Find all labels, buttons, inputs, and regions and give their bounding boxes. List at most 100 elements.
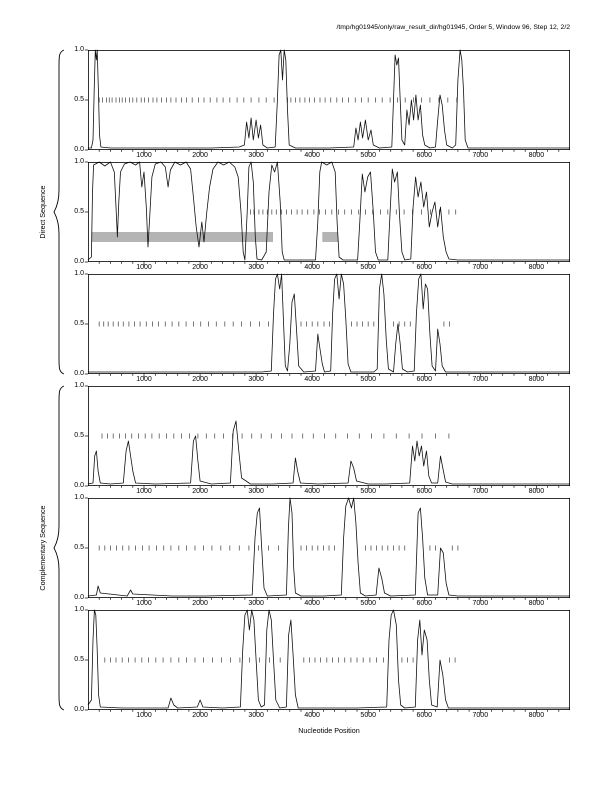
x-tick-label: 5000	[360, 712, 376, 719]
direct-sequence-label: Direct Sequence	[38, 185, 47, 239]
x-tick-label: 4000	[304, 712, 320, 719]
panel-frame	[88, 50, 571, 150]
y-tick-label: 1.0	[74, 494, 84, 501]
x-tick-label: 3000	[248, 152, 264, 159]
y-tick-label: 0.0	[74, 594, 84, 601]
x-tick-label: 3000	[248, 712, 264, 719]
probability-curve	[87, 161, 570, 261]
brace-path	[53, 385, 65, 711]
x-tick-label: 7000	[472, 600, 489, 607]
y-tick-label: 0.5	[74, 96, 84, 103]
x-tick-label: 6000	[416, 488, 433, 495]
panel-5: 1.0 0.5 0.0 1000 2000 3000 4000 5000 6000 7000 800…	[74, 494, 571, 607]
panel-frame	[88, 386, 571, 486]
x-tick-label: 1000	[136, 712, 152, 719]
x-tick-label: 2000	[192, 152, 208, 159]
panel-frame	[88, 498, 571, 598]
x-tick-label: 4000	[304, 264, 320, 271]
x-tick-label: 1000	[136, 488, 152, 495]
x-tick-label: 3000	[248, 488, 264, 495]
x-tick-label: 4000	[304, 152, 320, 159]
chart-title: /tmp/hg01945/only/raw_result_dir/hg01945…	[336, 24, 570, 31]
y-tick-label: 0.0	[74, 370, 84, 377]
y-tick-label: 1.0	[74, 46, 84, 53]
x-tick-label: 3000	[248, 376, 264, 383]
probability-curve	[87, 420, 570, 485]
x-tick-label: 6000	[416, 712, 433, 719]
x-tick-label: 7000	[472, 152, 489, 159]
x-axis-title: Nucleotide Position	[298, 726, 360, 735]
x-tick-label: 4000	[304, 488, 320, 495]
x-tick-label: 2000	[192, 600, 208, 607]
plot-svg-complementary-frame-3	[84, 609, 571, 714]
probability-curve	[87, 609, 570, 709]
y-tick-label: 0.5	[74, 320, 84, 327]
y-tick-label: 0.0	[74, 258, 84, 265]
x-tick-label: 2000	[192, 376, 208, 383]
x-tick-label: 2000	[192, 264, 208, 271]
shaded-region	[322, 232, 338, 242]
brace-path	[53, 49, 65, 375]
y-tick-label: 0.5	[74, 432, 84, 439]
x-tick-label: 8000	[528, 264, 545, 271]
x-tick-label: 5000	[360, 600, 376, 607]
y-tick-label: 0.5	[74, 656, 84, 663]
x-tick-label: 5000	[360, 488, 376, 495]
x-tick-label: 7000	[472, 712, 489, 719]
panel-frame	[88, 274, 571, 374]
y-tick-label: 0.5	[74, 544, 84, 551]
plot-svg-direct-frame-3	[84, 273, 571, 378]
x-tick-label: 4000	[304, 376, 320, 383]
x-tick-label: 2000	[192, 488, 208, 495]
x-tick-label: 8000	[528, 712, 545, 719]
probability-curve	[88, 273, 570, 373]
panel-frame	[88, 610, 571, 710]
x-tick-label: 6000	[416, 376, 433, 383]
x-tick-label: 3000	[248, 600, 264, 607]
x-tick-label: 6000	[416, 264, 433, 271]
x-tick-label: 7000	[472, 376, 489, 383]
panel-1: 1.0 0.5 0.0 1000 2000 3000 4000 5000 6000 7000 800…	[74, 46, 571, 159]
x-tick-label: 5000	[360, 376, 376, 383]
x-tick-label: 5000	[360, 264, 376, 271]
x-tick-label: 2000	[192, 712, 208, 719]
panel-2: 1.0 0.5 0.0 1000 2000 3000 4000 5000 6000 7000 800…	[74, 158, 571, 271]
x-tick-label: 7000	[472, 488, 489, 495]
y-tick-label: 1.0	[74, 382, 84, 389]
x-tick-label: 6000	[416, 152, 433, 159]
x-tick-label: 8000	[528, 152, 545, 159]
y-tick-label: 1.0	[74, 270, 84, 277]
y-tick-label: 0.0	[74, 706, 84, 713]
plot-svg-direct-frame-1	[84, 49, 571, 154]
x-tick-label: 7000	[472, 264, 489, 271]
x-tick-label: 8000	[528, 488, 545, 495]
x-tick-label: 8000	[528, 600, 545, 607]
panel-frame	[88, 162, 571, 262]
x-tick-label: 6000	[416, 600, 433, 607]
x-tick-label: 1000	[136, 600, 152, 607]
x-tick-label: 8000	[528, 376, 545, 383]
y-tick-label: 0.0	[74, 146, 84, 153]
shaded-region	[91, 232, 274, 242]
x-tick-label: 1000	[136, 264, 152, 271]
plot-svg-direct-frame-2	[84, 161, 571, 266]
panel-4: 1.0 0.5 0.0 1000 2000 3000 4000 5000 6000 7000 800…	[74, 382, 571, 495]
x-tick-label: 4000	[304, 600, 320, 607]
probability-curve	[88, 49, 570, 149]
complementary-sequence-label: Complementary Sequence	[38, 505, 47, 591]
x-tick-label: 1000	[136, 152, 152, 159]
panel-3: 1.0 0.5 0.0 1000 2000 3000 4000 5000 6000 7000 800…	[74, 270, 571, 383]
panel-6: 1.0 0.5 0.0 1000 2000 3000 4000 5000 6000 7000 800…	[74, 606, 571, 719]
y-tick-label: 0.5	[74, 208, 84, 215]
y-tick-label: 0.0	[74, 482, 84, 489]
x-tick-label: 3000	[248, 264, 264, 271]
probability-curve	[87, 497, 570, 597]
y-tick-label: 1.0	[74, 606, 84, 613]
plot-svg-complementary-frame-2	[84, 497, 571, 602]
x-tick-label: 5000	[360, 152, 376, 159]
direct-group-brace	[53, 49, 65, 375]
x-tick-label: 1000	[136, 376, 152, 383]
plot-svg-complementary-frame-1	[84, 385, 571, 490]
complementary-group-brace	[53, 385, 65, 711]
